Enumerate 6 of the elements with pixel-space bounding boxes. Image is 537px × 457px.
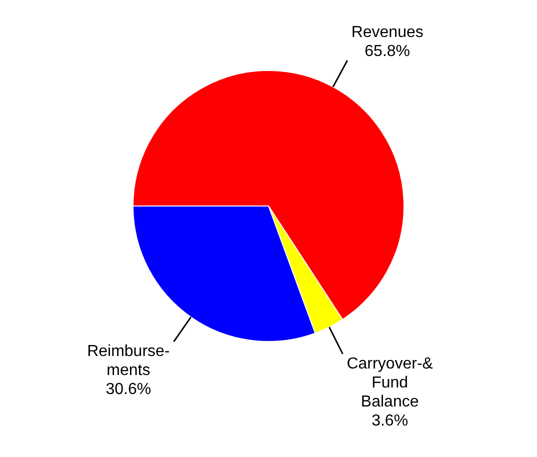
data-label: 30.6% [106,381,152,398]
data-label: 3.6% [372,412,408,430]
slice-label: Revenues [351,24,424,41]
slice-label: Reimburse- ments [87,343,170,380]
data-label: 65.8% [364,42,410,60]
slice-label: Carryover-& Fund Balance [346,355,434,410]
